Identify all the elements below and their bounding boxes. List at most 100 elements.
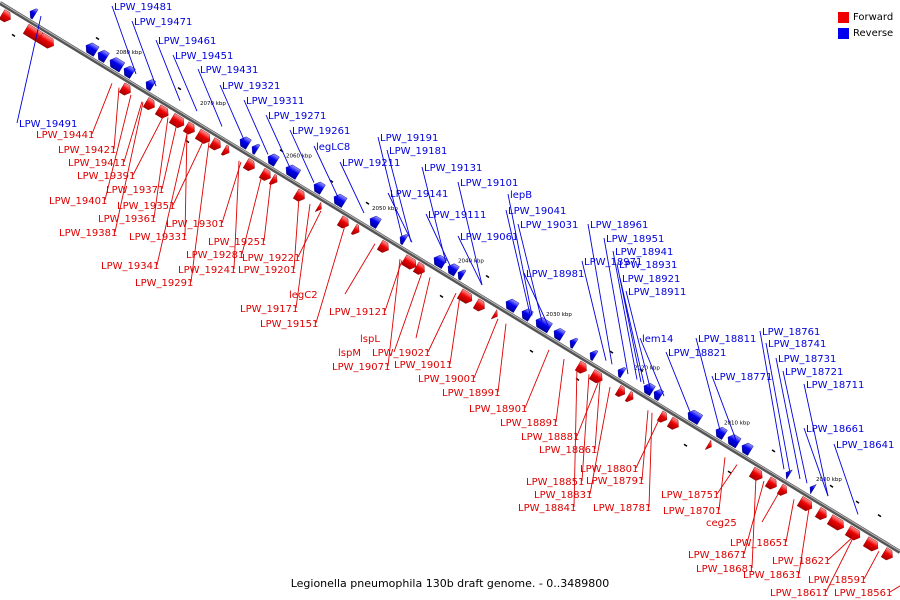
leader-line [104,94,132,201]
forward-gene [168,112,185,129]
leader-line [387,192,413,243]
reverse-gene [145,79,156,92]
forward-gene [624,391,634,403]
forward-gene [490,309,498,320]
leader-line [641,410,649,481]
forward-gene-label: LPW_19361 [98,214,156,225]
reverse-gene-label: LPW_19141 [390,189,448,200]
leader-line [589,387,611,495]
scale-tick-label: 2070 kbp [200,101,226,107]
leader-line [243,99,269,155]
leader-line [648,412,653,508]
forward-gene [764,476,777,490]
reverse-gene-label: LPW_19271 [268,111,326,122]
leader-line [172,139,205,206]
legend-reverse: Reverse [838,25,893,41]
forward-gene [314,201,322,213]
reverse-gene-label: LPW_19431 [200,65,258,76]
leader-line [612,250,638,380]
reverse-gene-label: LPW_19041 [508,206,566,217]
genome-caption: Legionella pneumophila 130b draft genome… [290,577,610,590]
forward-gene [776,483,788,496]
forward-gene-label: LPW_19331 [129,232,187,243]
forward-gene-label: LPW_19341 [101,261,159,272]
marker-dash [177,86,182,91]
reverse-gene [285,164,302,180]
reverse-gene-label: LPW_19471 [134,17,192,28]
forward-gene-label: LPW_18881 [521,432,579,443]
reverse-gene-label: LPW_19491 [19,119,77,130]
leader-line [517,223,543,322]
reverse-gene [267,153,280,167]
reverse-swatch [838,27,849,39]
leader-line [581,260,607,361]
genome-backbone [0,1,900,554]
forward-gene [182,121,195,135]
reverse-gene-label: LPW_19321 [222,81,280,92]
leader-line [765,342,791,473]
forward-gene [704,439,712,450]
leader-line [377,136,403,237]
reverse-gene [239,136,252,150]
forward-gene-label: LPW_18631 [743,570,801,581]
marker-dash [609,350,614,354]
leader-line [113,87,120,150]
leader-line [555,358,565,423]
reverse-gene [687,409,704,425]
forward-gene-label: LPW_18561 [834,588,892,599]
leader-line [449,295,461,365]
reverse-gene-label: LPW_19461 [158,36,216,47]
forward-gene-label: LPW_19021 [372,348,430,359]
leader-line [263,180,272,242]
reverse-gene-label: LPW_18981 [526,269,584,280]
reverse-gene [85,42,100,57]
reverse-gene [521,308,534,322]
reverse-gene-label: LPW_18641 [836,440,894,451]
reverse-gene-label: LPW_19061 [460,232,518,243]
scale-tick-label: 2010 kbp [724,421,750,427]
marker-dash [365,201,370,205]
forward-gene-label: LPW_19171 [240,304,298,315]
leader-line [339,161,365,214]
reverse-gene-label: LPW_18971 [584,257,642,268]
reverse-gene-label: LPW_19451 [175,51,233,62]
forward-gene-label: LPW_18851 [526,477,584,488]
leader-line [718,457,726,511]
forward-gene-label: LPW_18751 [661,490,719,501]
forward-gene [656,410,668,423]
forward-gene-label: LPW_18801 [580,464,638,475]
forward-gene-label: LPW_18781 [593,503,651,514]
reverse-gene [313,181,326,195]
leader-line [190,142,210,283]
forward-gene-label: lspM [338,348,361,359]
forward-gene [614,385,626,397]
forward-gene [350,223,360,235]
leader-line [457,181,483,286]
marker-dash [683,443,688,447]
leader-line [711,375,737,441]
leader-line [889,585,900,593]
reverse-gene [553,328,566,342]
marker-dash [727,470,732,474]
forward-gene-label: LPW_18701 [663,506,721,517]
reverse-gene [109,57,126,73]
legend-forward-label: Forward [853,11,894,23]
leader-line [863,550,880,580]
forward-gene-label: LPW_19351 [117,201,175,212]
leader-line [393,272,423,353]
leader-line [415,277,431,339]
leader-line [798,508,810,575]
reverse-gene [643,383,656,397]
leader-line [695,337,721,431]
forward-gene [588,369,603,384]
forward-gene-label: LPW_18671 [688,550,746,561]
forward-gene-label: lspL [360,334,380,345]
leader-line [573,366,578,508]
leader-line [665,351,691,413]
leader-line [16,15,42,124]
marker-dash [11,33,16,37]
reverse-gene-label: LPW_19261 [292,126,350,137]
reverse-gene [505,298,520,313]
reverse-gene-label: LPW_19191 [380,133,438,144]
